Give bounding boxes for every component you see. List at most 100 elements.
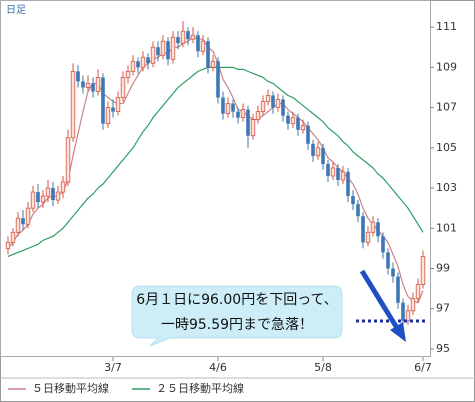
arrow-shaft	[359, 269, 400, 330]
candle-body	[391, 268, 395, 277]
candle-body	[365, 231, 371, 243]
candle-body	[290, 117, 296, 125]
candle-body	[306, 125, 310, 144]
candle-body	[216, 61, 220, 98]
candle-body	[336, 167, 340, 180]
candle-body	[55, 191, 61, 201]
candle-body	[125, 70, 131, 78]
candle-body	[326, 163, 330, 176]
candle-body	[101, 77, 105, 124]
candle-body	[81, 81, 85, 88]
callout: 6月１日に96.00円を下回って、一時95.59円まで急落！	[131, 285, 343, 347]
candle-body	[160, 40, 166, 56]
candle-body	[115, 97, 121, 113]
y-tick-label: 99	[436, 261, 450, 274]
candle-body	[156, 47, 160, 56]
candle-body	[190, 34, 196, 40]
legend-label: ２５日移動平均線	[156, 381, 244, 395]
candle-body	[70, 70, 76, 139]
ma-line	[7, 36, 424, 304]
candle-body	[40, 195, 46, 203]
candle-body	[420, 256, 426, 285]
candle-body	[271, 95, 275, 108]
candle-body	[196, 35, 200, 52]
candle-body	[370, 221, 376, 233]
candle-body	[255, 111, 261, 121]
candle-body	[351, 196, 355, 205]
x-tick-label: 3/7	[104, 361, 122, 374]
callout-box	[131, 285, 343, 347]
candle-body	[180, 30, 186, 44]
x-tick-label: 6/7	[414, 361, 432, 374]
candle-body	[381, 236, 385, 253]
candle-body	[200, 40, 206, 52]
candle-body	[246, 109, 250, 136]
candle-body	[240, 109, 246, 119]
legend-label: ５日移動平均線	[32, 381, 109, 395]
ma-line	[7, 66, 424, 257]
candle-body	[30, 191, 36, 209]
candle-body	[300, 125, 306, 131]
candle-body	[410, 298, 416, 312]
y-tick-label: 105	[436, 141, 457, 154]
candle-body	[120, 77, 126, 98]
candle-body	[296, 117, 300, 130]
candle-body	[405, 310, 411, 322]
candle-body	[15, 217, 21, 233]
candle-body	[321, 147, 325, 164]
annotation-text: 6月１日に96.00円を下回って、	[136, 292, 338, 308]
candle-body	[250, 119, 256, 137]
candle-body	[330, 167, 336, 177]
candle-body	[311, 143, 315, 156]
candle-body	[386, 252, 390, 269]
candle-body	[265, 95, 271, 102]
candle-body	[170, 36, 176, 60]
candle-body	[105, 107, 111, 125]
candle-body	[45, 187, 51, 197]
candle-body	[136, 61, 140, 68]
candle-body	[91, 83, 95, 92]
candle-body	[21, 218, 25, 225]
candle-body	[275, 99, 281, 108]
candle-body	[76, 71, 80, 82]
candle-body	[281, 99, 285, 116]
x-tick-label: 4/6	[209, 361, 227, 374]
candle-body	[150, 46, 156, 64]
x-tick-label: 5/8	[314, 361, 332, 374]
candle-body	[206, 41, 210, 68]
candle-body	[340, 171, 346, 181]
candle-body	[260, 101, 266, 113]
candle-body	[415, 284, 421, 300]
candle-body	[286, 115, 290, 124]
candle-body	[401, 302, 405, 321]
candle-body	[36, 192, 40, 203]
candle-body	[146, 57, 150, 64]
y-tick-label: 97	[436, 302, 450, 315]
candle-body	[51, 188, 55, 201]
candle-body	[60, 181, 66, 193]
annotation-text: 一時95.59円まで急落！	[161, 317, 313, 333]
arrow-head	[390, 322, 406, 342]
y-tick-label: 103	[436, 181, 457, 194]
y-tick-label: 107	[436, 101, 457, 114]
candle-body	[186, 31, 190, 40]
candle-body	[356, 204, 360, 217]
chart-title: 日足	[6, 4, 26, 16]
candle-body	[221, 97, 225, 114]
candle-body	[210, 60, 216, 68]
candle-body	[315, 147, 321, 157]
y-tick-label: 111	[436, 20, 457, 33]
candle-body	[176, 37, 180, 44]
candle-body	[346, 171, 350, 197]
candle-body	[25, 207, 31, 225]
candle-body	[130, 60, 136, 72]
candle-body	[10, 231, 16, 243]
candle-body	[396, 276, 400, 303]
y-tick-label: 109	[436, 60, 457, 73]
candle-body	[361, 216, 365, 243]
candle-body	[95, 77, 101, 92]
candle-body	[111, 107, 115, 112]
candle-body	[85, 83, 91, 88]
candle-body	[5, 241, 11, 249]
